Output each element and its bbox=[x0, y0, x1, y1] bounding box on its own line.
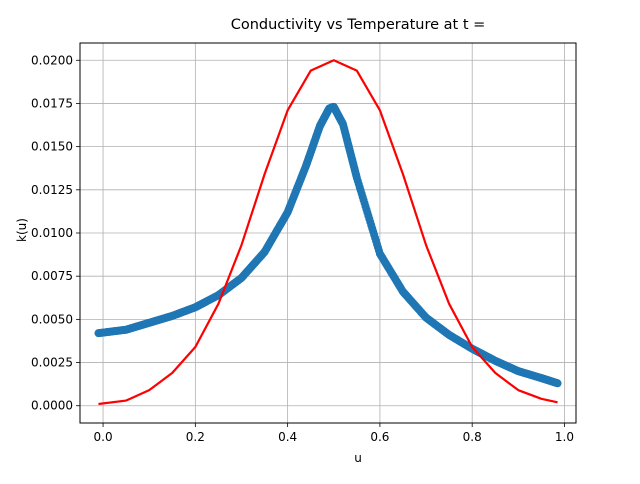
line-series bbox=[98, 59, 558, 406]
x-tick-label: 0.4 bbox=[278, 430, 297, 444]
y-tick-label: 0.0125 bbox=[31, 183, 73, 197]
y-tick-label: 0.0000 bbox=[31, 399, 73, 413]
chart-title: Conductivity vs Temperature at t = bbox=[231, 17, 486, 33]
y-tick-label: 0.0100 bbox=[31, 226, 73, 240]
plot-area bbox=[94, 59, 562, 406]
y-tick-label: 0.0175 bbox=[31, 96, 73, 110]
x-tick-label: 0.2 bbox=[186, 430, 205, 444]
ticks: 0.0 0.2 0.4 0.6 0.8 1.0 0.0000 0.0025 0.0050 0.00… bbox=[31, 53, 574, 444]
grid bbox=[80, 43, 576, 423]
y-tick-label: 0.0050 bbox=[31, 312, 73, 326]
y-tick-label: 0.0200 bbox=[31, 53, 73, 67]
x-tick-label: 0.8 bbox=[463, 430, 482, 444]
x-tick-label: 1.0 bbox=[555, 430, 574, 444]
x-tick-label: 0.6 bbox=[370, 430, 389, 444]
y-tick-label: 0.0150 bbox=[31, 140, 73, 154]
y-tick-label: 0.0075 bbox=[31, 269, 73, 283]
scatter-series bbox=[94, 102, 562, 388]
x-axis-label: u bbox=[354, 451, 362, 465]
y-tick-label: 0.0025 bbox=[31, 356, 73, 370]
x-tick-label: 0.0 bbox=[94, 430, 113, 444]
y-axis-label: k(u) bbox=[15, 218, 29, 242]
scatter-point bbox=[552, 379, 561, 388]
